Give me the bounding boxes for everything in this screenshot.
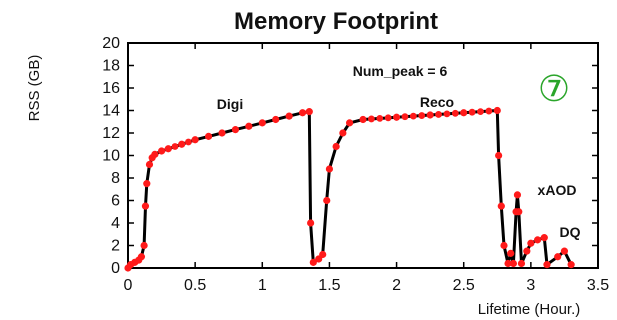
- data-point: [384, 114, 392, 122]
- data-point: [285, 112, 293, 120]
- data-point: [554, 253, 562, 261]
- chart-title: Memory Footprint: [234, 8, 438, 35]
- data-point: [171, 143, 179, 150]
- data-point: [141, 202, 150, 210]
- y-tick-label: 6: [111, 193, 120, 210]
- data-point: [527, 239, 535, 247]
- data-point: [451, 109, 459, 117]
- data-point: [513, 191, 522, 199]
- data-point: [468, 108, 476, 116]
- data-point: [533, 236, 542, 244]
- data-point: [140, 241, 148, 250]
- data-point: [497, 202, 505, 210]
- x-tick-label: 3.5: [587, 277, 609, 294]
- x-tick-label: 0: [124, 277, 133, 294]
- y-tick-label: 0: [111, 260, 120, 277]
- data-point: [540, 234, 548, 242]
- data-point: [435, 111, 442, 118]
- data-point: [523, 247, 531, 255]
- data-point: [204, 132, 213, 140]
- y-tick-label: 18: [102, 58, 120, 75]
- data-point: [145, 160, 154, 169]
- data-point: [272, 115, 280, 124]
- data-point: [367, 115, 375, 123]
- data-point: [345, 119, 354, 127]
- data-point: [543, 261, 551, 269]
- data-point: [477, 108, 484, 116]
- num-peak-annotation: Num_peak = 6: [353, 63, 448, 79]
- data-point: [485, 107, 493, 115]
- y-tick-label: 2: [111, 238, 120, 255]
- y-tick-label: 4: [111, 215, 120, 232]
- data-point: [443, 110, 451, 118]
- reco-annotation: Reco: [420, 94, 454, 110]
- y-tick-label: 14: [102, 103, 120, 120]
- data-point: [493, 106, 501, 115]
- data-point: [298, 109, 307, 117]
- data-point: [309, 258, 317, 266]
- data-point: [500, 241, 508, 250]
- data-point: [426, 111, 434, 119]
- data-point: [509, 259, 517, 268]
- x-tick-label: 1: [258, 277, 267, 294]
- data-point: [258, 119, 266, 127]
- data-point: [323, 196, 331, 205]
- data-point: [307, 219, 315, 227]
- x-tick-label: 0.5: [184, 277, 206, 294]
- data-point: [392, 113, 401, 121]
- data-point: [218, 129, 226, 137]
- data-point: [560, 247, 569, 255]
- data-point: [178, 140, 186, 148]
- x-tick-label: 2.5: [453, 277, 475, 294]
- data-point: [567, 261, 575, 269]
- circled-number-badge: ⑦: [538, 68, 570, 109]
- data-point: [332, 142, 340, 151]
- dq-annotation: DQ: [560, 224, 581, 240]
- data-point: [185, 138, 192, 146]
- data-point: [376, 114, 384, 122]
- plot-area: 0 2 4 6 8 10 12 14 16 18 20 0 0.5 1 1.5 2 2.5 3 3.5: [102, 35, 609, 294]
- data-point: [164, 145, 172, 153]
- data-point: [143, 180, 151, 188]
- y-tick-label: 10: [102, 148, 120, 165]
- data-point: [339, 129, 347, 137]
- x-tick-label: 1.5: [318, 277, 340, 294]
- y-axis-label: RSS (GB): [26, 55, 43, 122]
- data-point: [504, 259, 512, 268]
- data-point: [191, 136, 199, 144]
- data-point: [151, 150, 159, 158]
- data-point: [231, 126, 240, 134]
- xaod-annotation: xAOD: [538, 182, 577, 198]
- y-tick-label: 8: [111, 170, 120, 187]
- data-point: [245, 122, 253, 130]
- digi-annotation: Digi: [217, 96, 243, 112]
- data-point: [507, 249, 515, 257]
- data-point: [460, 109, 468, 117]
- data-point: [409, 112, 417, 120]
- y-tick-label: 16: [102, 80, 120, 97]
- data-point: [495, 151, 503, 160]
- x-tick-label: 3: [526, 277, 535, 294]
- y-tick-label: 20: [102, 35, 120, 52]
- data-point: [325, 165, 334, 173]
- data-point: [418, 112, 426, 119]
- data-point: [515, 208, 523, 216]
- y-tick-label: 12: [102, 125, 120, 142]
- x-tick-label: 2: [392, 277, 401, 294]
- data-point: [359, 115, 367, 124]
- data-point: [305, 108, 313, 116]
- x-axis-label: Lifetime (Hour.): [478, 301, 581, 318]
- data-point: [137, 253, 146, 261]
- data-point: [157, 147, 166, 155]
- data-point: [517, 259, 526, 268]
- data-point: [319, 250, 327, 259]
- data-point: [401, 113, 409, 121]
